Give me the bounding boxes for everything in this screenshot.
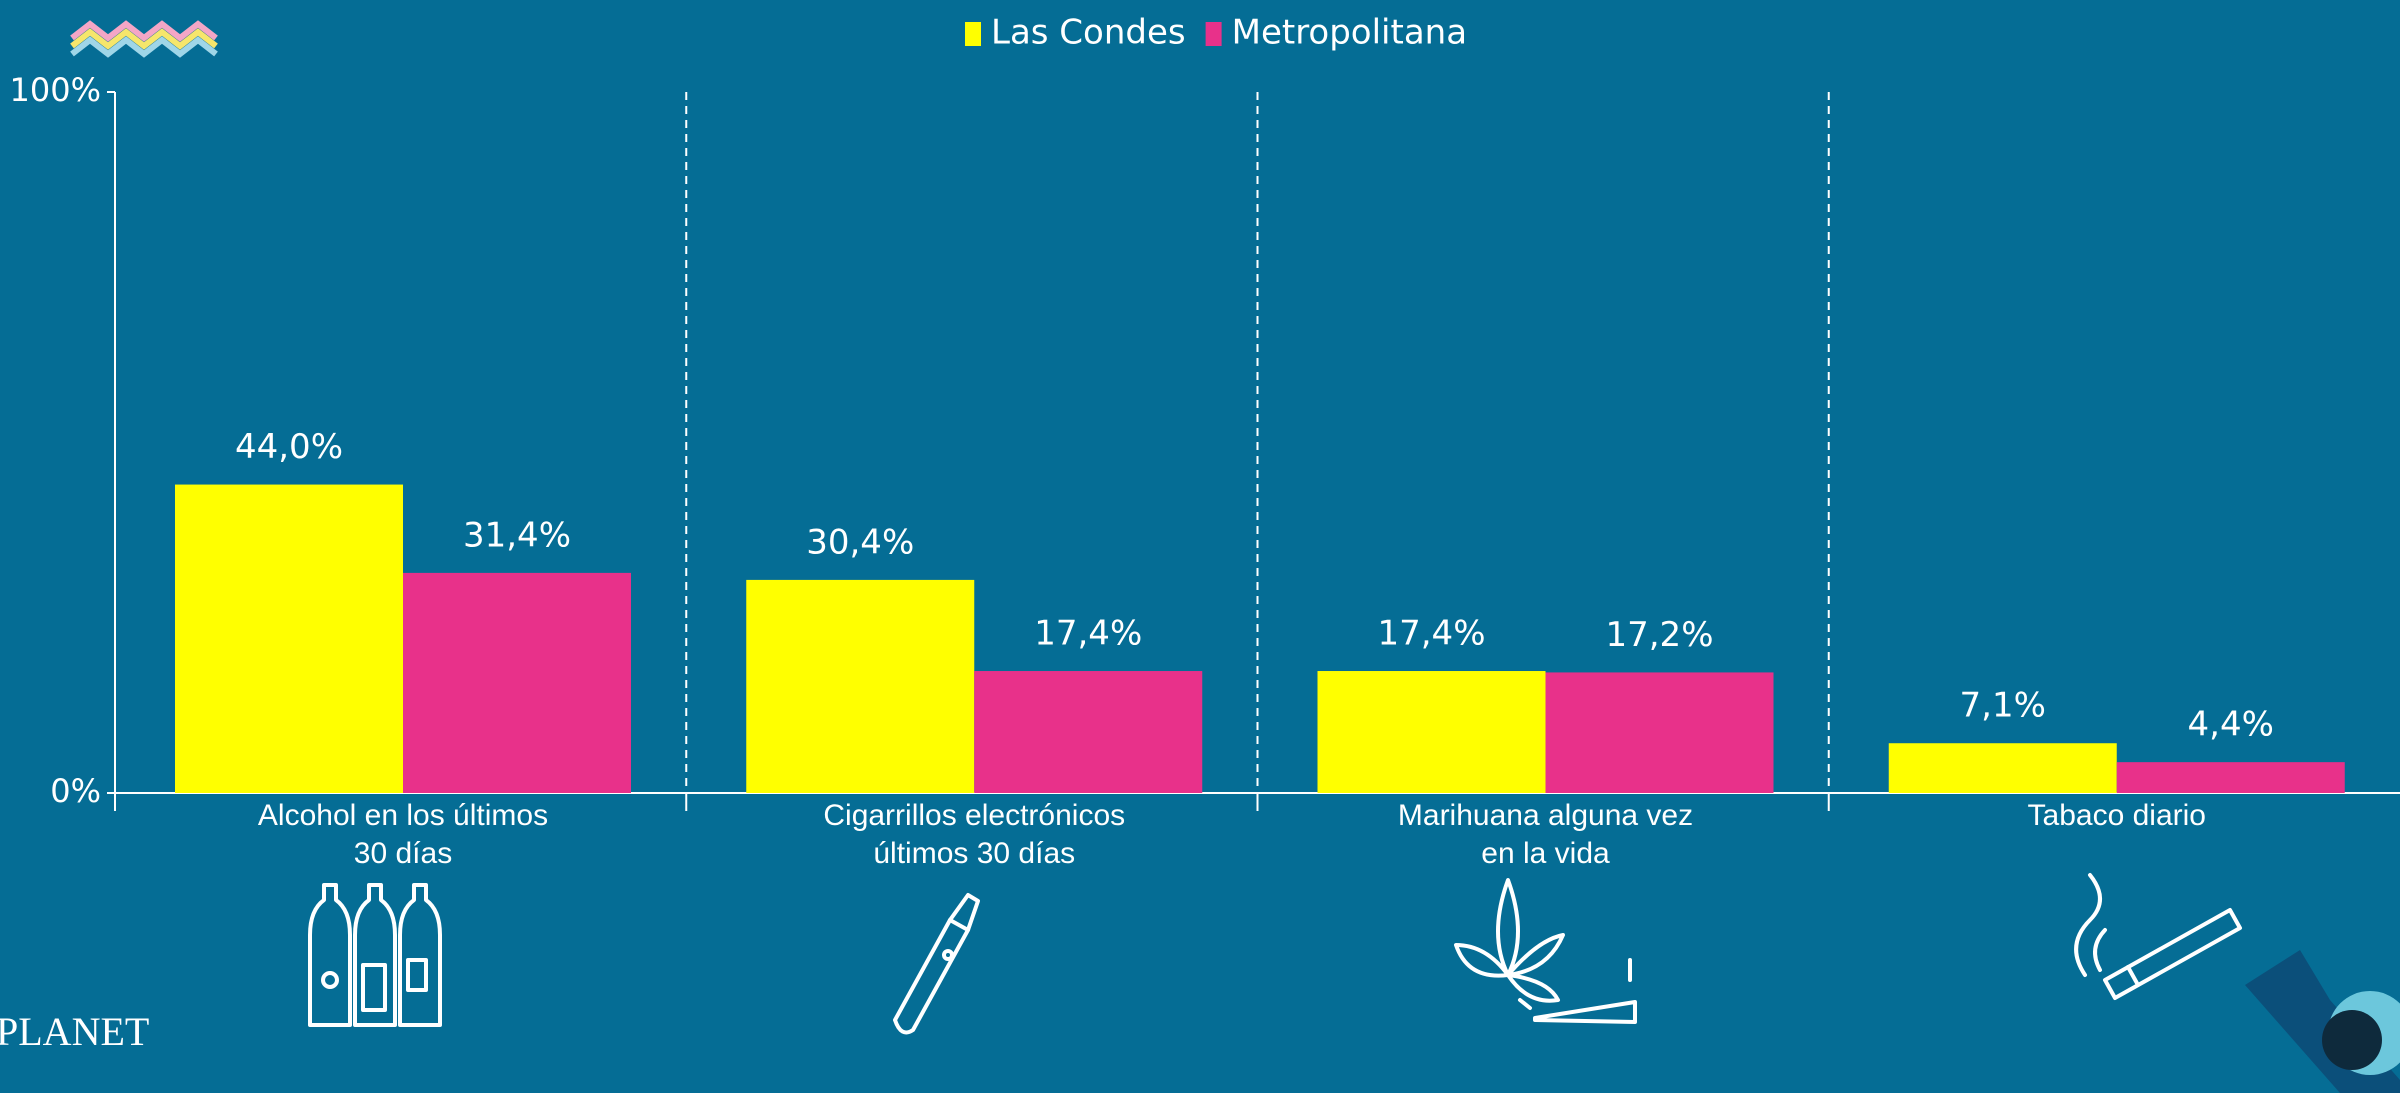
value-label: 17,4% [1377, 614, 1485, 654]
value-label: 17,2% [1605, 615, 1713, 655]
x-tick-label: Alcohol en los últimos [258, 799, 548, 832]
x-tick-label: en la vida [1481, 837, 1610, 870]
bar [1317, 671, 1546, 793]
value-label: 44,0% [235, 427, 343, 467]
logo: PLANET [0, 1009, 149, 1054]
value-label: 17,4% [1034, 614, 1142, 654]
icon-bottles [308, 883, 442, 1027]
legend-swatch [1205, 22, 1222, 46]
bar [1545, 672, 1774, 793]
bar [403, 572, 631, 793]
bar [746, 579, 975, 793]
bar [2116, 762, 2345, 793]
icon-marijuana [1454, 878, 1637, 1024]
x-tick-label: Cigarrillos electrónicos [823, 799, 1125, 832]
value-label: 30,4% [806, 522, 914, 562]
value-label: 4,4% [2188, 705, 2274, 745]
icon-cigarette [2074, 873, 2242, 1000]
bar [974, 671, 1203, 793]
y-tick-label: 100% [10, 71, 101, 109]
x-tick-label: 30 días [354, 837, 452, 870]
legend-label: Las Condes [991, 13, 1186, 53]
decoration [70, 20, 218, 58]
x-tick-label: Marihuana alguna vez [1398, 799, 1693, 832]
legend-label: Metropolitana [1232, 13, 1467, 53]
value-label: 7,1% [1960, 686, 2046, 726]
decoration-shape [2245, 950, 2400, 1093]
bar [1888, 743, 2117, 793]
icon-vape [893, 893, 980, 1035]
legend-swatch [965, 22, 981, 46]
bar [175, 484, 403, 793]
y-tick-label: 0% [50, 772, 101, 810]
x-tick-label: últimos 30 días [873, 837, 1075, 870]
x-tick-label: Tabaco diario [2028, 799, 2206, 832]
value-label: 31,4% [463, 515, 571, 555]
